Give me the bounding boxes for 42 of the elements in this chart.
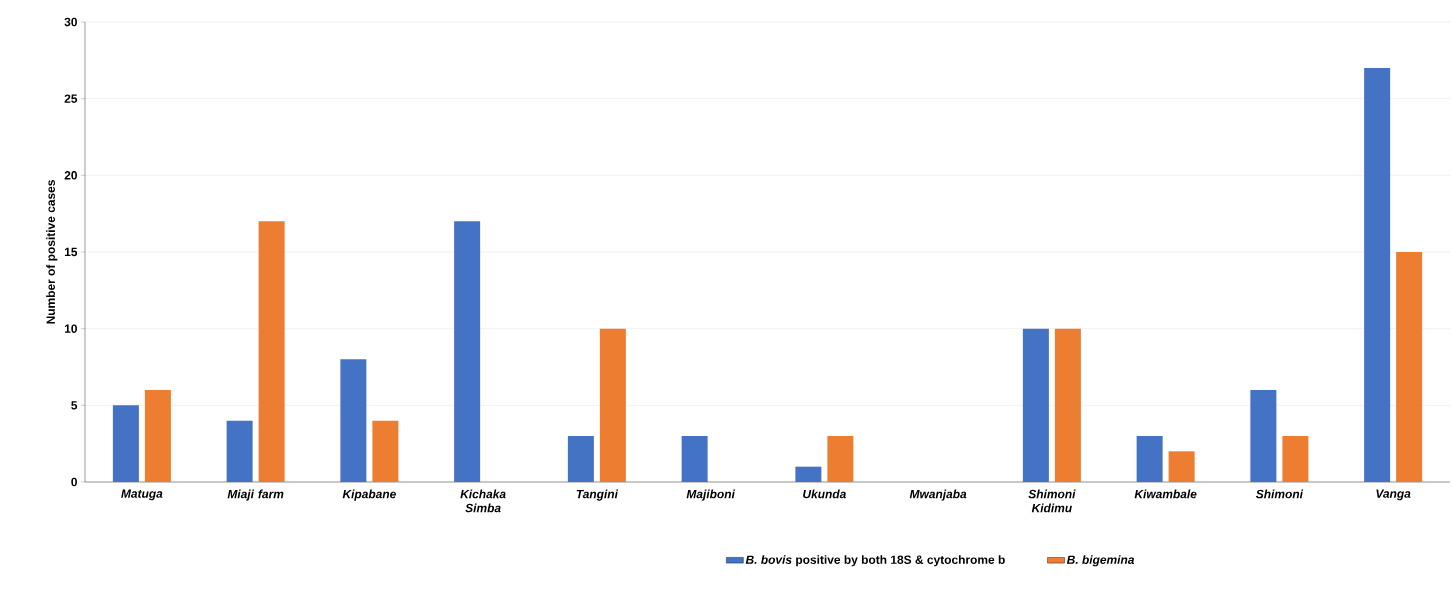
y-tick-label: 5 bbox=[71, 401, 78, 410]
legend-label: B. bovis positive by both 18S & cytochrome b bbox=[745, 555, 1005, 567]
bar bbox=[144, 390, 171, 482]
x-tick-label: Kiwambale bbox=[1134, 489, 1197, 499]
bar bbox=[112, 405, 139, 482]
bar bbox=[827, 436, 854, 482]
bar bbox=[1396, 252, 1423, 482]
x-tick-label: Kipabane bbox=[342, 489, 396, 501]
bar bbox=[1022, 328, 1049, 482]
bar bbox=[1282, 436, 1309, 482]
y-axis-title: Number of positive cases bbox=[46, 180, 58, 324]
x-tick-label: Shimoni Kidimu bbox=[1028, 489, 1076, 513]
bar bbox=[1054, 328, 1081, 482]
x-tick-label: Shimoni bbox=[1255, 489, 1304, 499]
bar bbox=[1250, 390, 1277, 482]
y-tick-label: 25 bbox=[64, 94, 78, 103]
x-tick-label: Matuga bbox=[121, 489, 163, 501]
y-tick-label: 30 bbox=[64, 17, 77, 27]
x-tick-label: Kichaka Simba bbox=[460, 489, 506, 513]
bar bbox=[1364, 68, 1391, 482]
x-tick-label: Miaji farm bbox=[227, 489, 284, 501]
bar bbox=[226, 420, 253, 482]
x-tick-label: Ukunda bbox=[803, 489, 846, 499]
bar bbox=[599, 328, 626, 482]
bar bbox=[681, 436, 708, 482]
x-tick-label: Mwanjaba bbox=[909, 489, 967, 501]
bar bbox=[372, 420, 399, 482]
bar bbox=[1136, 436, 1163, 482]
bar bbox=[795, 466, 822, 482]
bar bbox=[258, 221, 285, 482]
y-tick-label: 10 bbox=[64, 324, 77, 333]
y-tick-label: 0 bbox=[71, 477, 77, 487]
bar bbox=[454, 221, 481, 482]
legend-label: B. bigemina bbox=[1066, 555, 1135, 567]
y-tick-label: 20 bbox=[64, 171, 77, 180]
y-tick-label: 15 bbox=[64, 247, 78, 257]
bar bbox=[340, 359, 367, 482]
bar bbox=[567, 436, 594, 482]
bar bbox=[1168, 451, 1195, 482]
x-tick-label: Majiboni bbox=[686, 489, 736, 501]
x-tick-label: Vanga bbox=[1376, 489, 1411, 501]
x-tick-label: Tangini bbox=[576, 489, 619, 501]
